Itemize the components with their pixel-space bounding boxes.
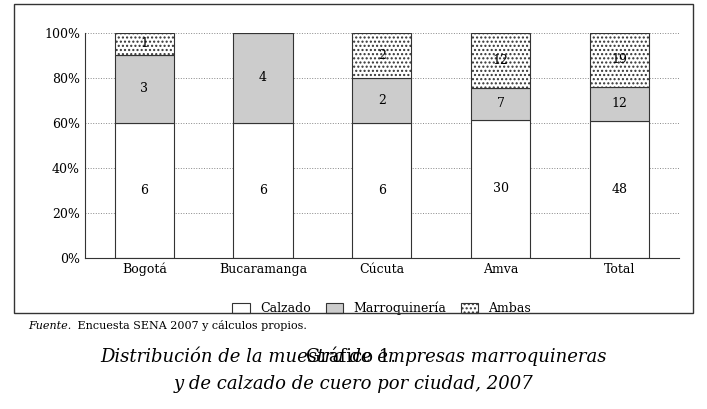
- Bar: [590, 121, 649, 258]
- Text: 3: 3: [140, 83, 148, 95]
- Bar: [352, 78, 411, 123]
- Text: 6: 6: [378, 184, 386, 197]
- Bar: [352, 33, 411, 78]
- Text: 7: 7: [496, 97, 505, 110]
- Bar: [233, 33, 293, 123]
- Text: Distribución de la muestra de empresas marroquineras: Distribución de la muestra de empresas m…: [100, 346, 607, 366]
- Bar: [352, 123, 411, 258]
- Bar: [471, 33, 530, 88]
- Text: y de calzado de cuero por ciudad, 2007: y de calzado de cuero por ciudad, 2007: [174, 375, 533, 393]
- Text: 12: 12: [493, 54, 508, 67]
- Bar: [115, 55, 174, 123]
- Text: 2: 2: [378, 94, 386, 107]
- Text: 1: 1: [140, 38, 148, 50]
- Text: 6: 6: [140, 184, 148, 197]
- Text: 30: 30: [493, 182, 508, 196]
- Bar: [115, 33, 174, 55]
- Bar: [590, 87, 649, 121]
- Text: Gráfico 1.: Gráfico 1.: [305, 348, 402, 366]
- Bar: [115, 123, 174, 258]
- Text: 4: 4: [259, 71, 267, 84]
- Legend: Calzado, Marroquinería, Ambas: Calzado, Marroquinería, Ambas: [228, 298, 535, 319]
- Text: 6: 6: [259, 184, 267, 197]
- Bar: [590, 33, 649, 87]
- Text: 48: 48: [612, 183, 627, 196]
- Text: Encuesta SENA 2007 y cálculos propios.: Encuesta SENA 2007 y cálculos propios.: [74, 320, 306, 331]
- Bar: [233, 123, 293, 258]
- Bar: [471, 120, 530, 258]
- Text: 2: 2: [378, 49, 386, 62]
- Text: Fuente.: Fuente.: [28, 321, 71, 331]
- Text: 12: 12: [612, 97, 627, 110]
- Text: 19: 19: [612, 53, 627, 66]
- Bar: [471, 88, 530, 120]
